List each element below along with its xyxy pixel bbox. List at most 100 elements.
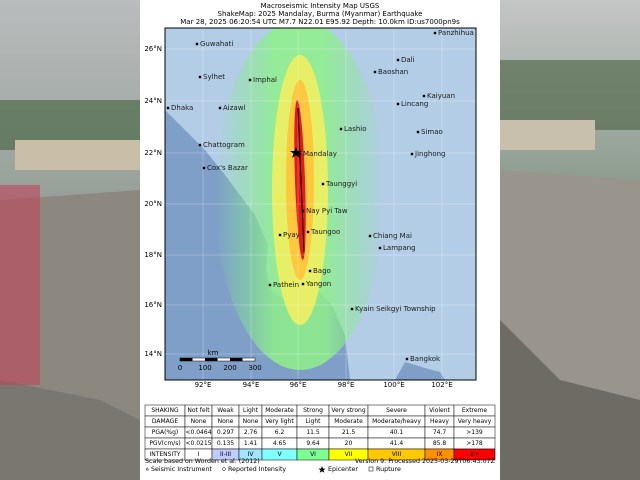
lon-label: 102°E [431, 381, 452, 389]
city-marker [301, 209, 305, 213]
city-marker [339, 127, 343, 131]
symbol-key: Seismic Instrument Reported Intensity Ep… [145, 466, 401, 473]
scale-label: 300 [248, 364, 261, 372]
city-label: Dali [401, 56, 415, 64]
cell-text: 2.76 [244, 429, 258, 436]
cell-text: IV [248, 451, 255, 458]
city-marker [368, 234, 372, 238]
city-label: Lashio [344, 125, 367, 133]
table-cell [453, 448, 496, 461]
city-label: Nay Pyi Taw [306, 207, 348, 215]
city-marker [298, 152, 302, 156]
symbol-label: Seismic Instrument [151, 466, 212, 473]
city-label: Kaiyuan [427, 92, 455, 100]
city-label: Aizawl [223, 104, 245, 112]
city-label: Imphal [253, 76, 277, 84]
version: Version 9: Processed 2025-03-29T06:43:07… [355, 458, 496, 465]
city-marker [301, 282, 305, 286]
city-label: Guwahati [200, 40, 233, 48]
cell-text: Strong [303, 407, 323, 414]
city-marker [321, 182, 325, 186]
cell-text: 0.297 [217, 429, 234, 436]
city-marker [308, 269, 312, 273]
cell-text: 74.7 [433, 429, 447, 436]
lat-label: 22°N [144, 149, 162, 157]
lat-label: 18°N [144, 251, 162, 259]
cell-text: VIII [392, 451, 402, 458]
lat-label: 20°N [144, 200, 162, 208]
cell-text: Moderate/heavy [372, 418, 421, 425]
scale-label: 200 [223, 364, 236, 372]
lat-label: 24°N [144, 97, 162, 105]
row-label: DAMAGE [152, 418, 178, 425]
cell-text: Very light [265, 418, 294, 425]
map-frame [164, 27, 477, 381]
city-label: Pathein [273, 281, 299, 289]
city-label: Mandalay [303, 150, 337, 158]
city-label: Panzhihua [438, 29, 474, 37]
lon-label: 96°E [290, 381, 307, 389]
cell-text: 21.5 [342, 429, 356, 436]
city-marker [373, 70, 377, 74]
cell-text: Not felt [187, 407, 210, 414]
cell-text: Very heavy [458, 418, 492, 425]
city-label: Pyay [283, 231, 300, 239]
scale-note: Scale based on Worden et al. (2012) [145, 458, 260, 465]
city-label: Lampang [383, 244, 416, 252]
cell-text: 20 [345, 440, 353, 447]
cell-text: Moderate [265, 407, 294, 414]
city-label: Dhaka [171, 104, 193, 112]
symbol-label: Rupture [376, 466, 401, 473]
cell-text: VII [345, 451, 353, 458]
lat-label: 16°N [144, 301, 162, 309]
city-marker [166, 106, 170, 110]
city-marker [198, 143, 202, 147]
event-details: Mar 28, 2025 06:20:54 UTC M7.7 N22.01 E9… [180, 18, 460, 26]
cell-text: >139 [466, 429, 483, 436]
lat-label: 14°N [144, 350, 162, 358]
cell-text: V [277, 451, 282, 458]
city-label: Chattogram [203, 141, 245, 149]
city-label: Cox's Bazar [207, 164, 248, 172]
city-label: Taungoo [310, 228, 340, 236]
city-label: Simao [421, 128, 443, 136]
city-label: Baoshan [378, 68, 408, 76]
cell-text: 41.4 [390, 440, 404, 447]
cell-text: 85.8 [433, 440, 447, 447]
cell-text: 9.64 [306, 440, 320, 447]
row-label: SHAKING [151, 407, 179, 414]
city-marker [422, 94, 426, 98]
lon-label: 98°E [338, 381, 355, 389]
city-label: Lincang [401, 100, 428, 108]
cell-text: 0.135 [217, 440, 234, 447]
cell-text: 40.1 [390, 429, 404, 436]
cell-text: Very strong [331, 407, 366, 414]
city-marker [416, 130, 420, 134]
city-marker [405, 357, 409, 361]
city-marker [350, 307, 354, 311]
cell-text: None [191, 418, 207, 425]
city-label: Taunggyi [325, 180, 357, 188]
city-marker [218, 106, 222, 110]
cell-text: Weak [217, 407, 234, 414]
cell-text: <0.0464 [185, 429, 211, 436]
cell-text: None [243, 418, 259, 425]
lon-label: 92°E [195, 381, 212, 389]
cell-text: Violent [429, 407, 450, 414]
scale-label: 0 [178, 364, 182, 372]
city-label: Bangkok [410, 355, 441, 363]
cell-text: IX [437, 451, 443, 458]
scale-unit: km [208, 349, 219, 357]
city-marker [202, 166, 206, 170]
city-marker [306, 230, 310, 234]
cell-text: VI [310, 451, 316, 458]
cell-text: >178 [466, 440, 483, 447]
subtitle: ShakeMap: 2025 Mandalay, Burma (Myanmar)… [218, 10, 423, 18]
city-label: Chiang Mai [373, 232, 412, 240]
city-marker [248, 78, 252, 82]
city-label: Kyain Seikgyi Township [355, 305, 436, 313]
city-marker [396, 58, 400, 62]
city-label: Bago [313, 267, 331, 275]
